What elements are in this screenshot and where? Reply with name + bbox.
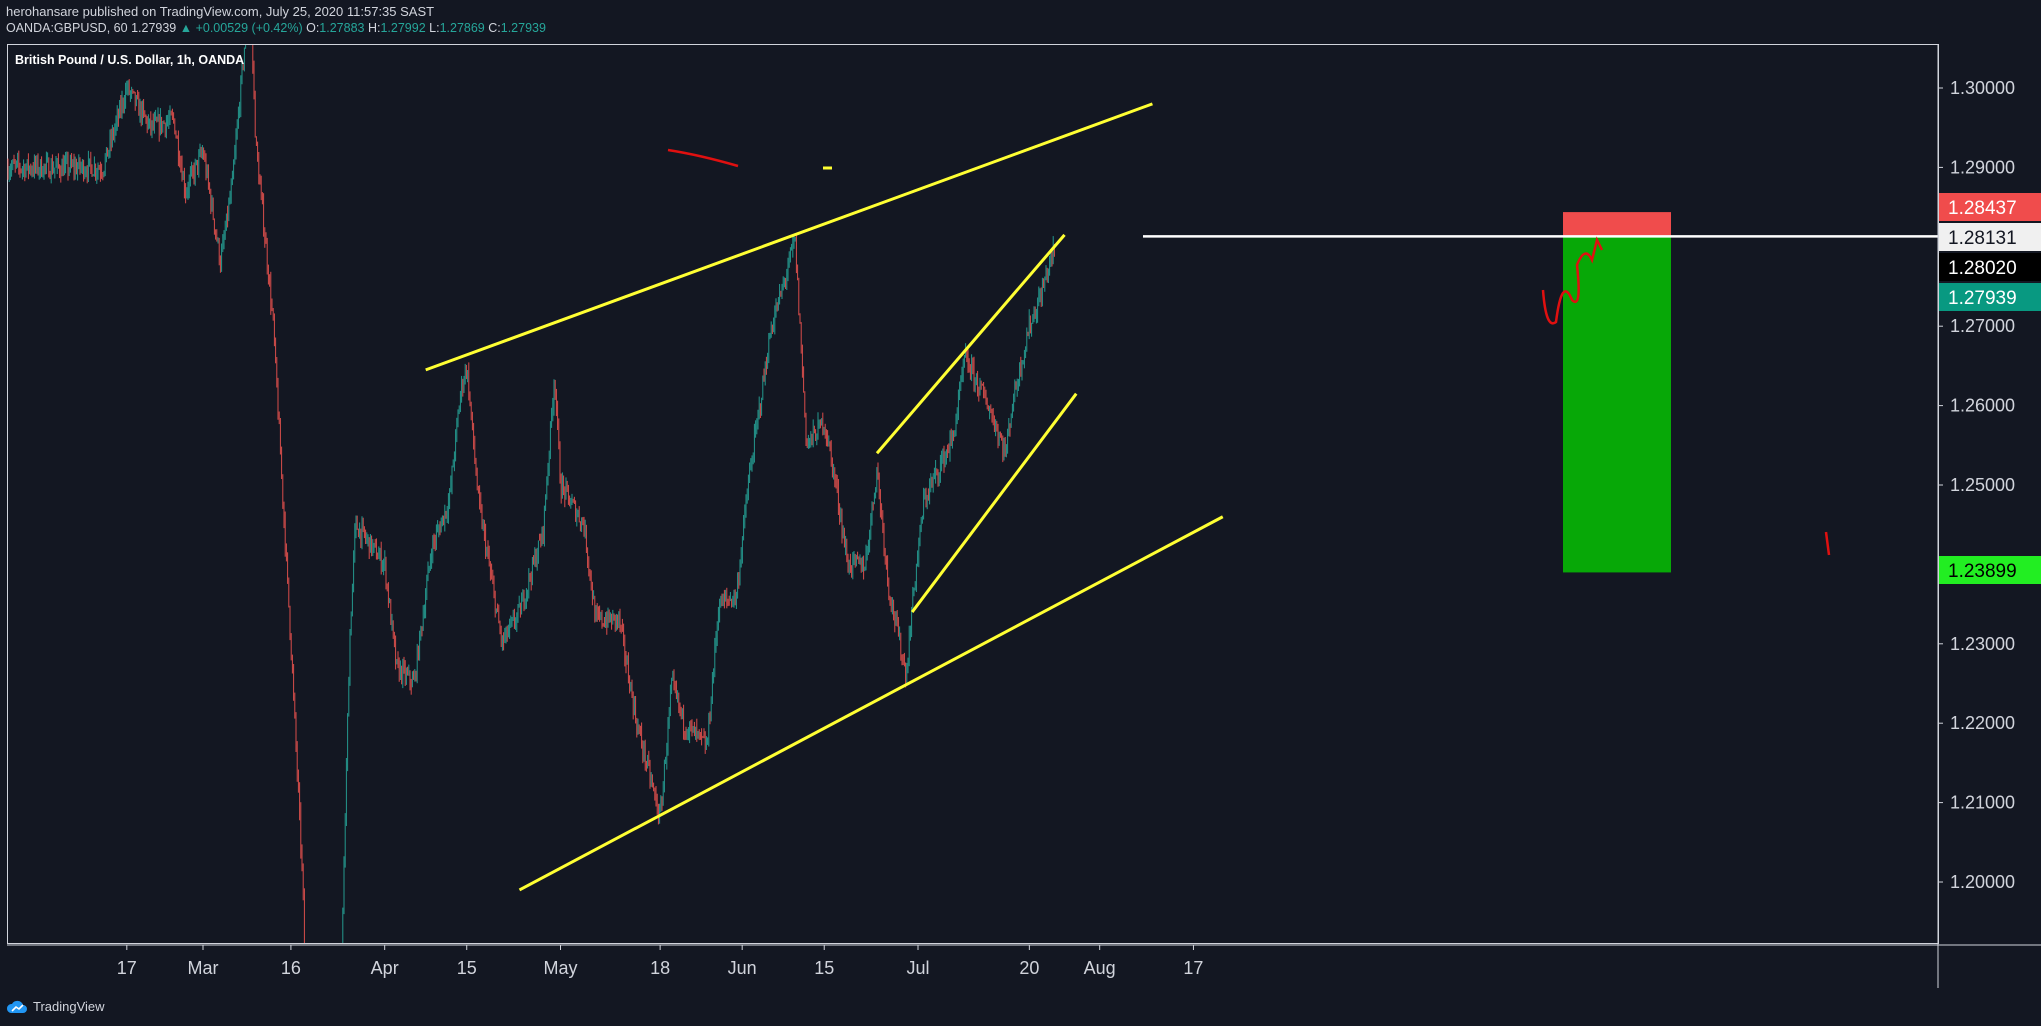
current-price-tag: 1.27939	[1948, 288, 2017, 309]
time-tick-label: 15	[457, 958, 477, 978]
time-tick-label: Aug	[1084, 958, 1116, 978]
time-tick-label: 17	[117, 958, 137, 978]
time-tick-label: Apr	[371, 958, 399, 978]
channel-lower-trendline	[518, 515, 1224, 892]
open-value: 1.27883	[319, 21, 365, 35]
stop-loss-zone	[1563, 212, 1671, 237]
symbol-interval: OANDA:GBPUSD, 60	[6, 21, 128, 35]
price-tick-label: 1.29000	[1950, 157, 2015, 177]
red-tick-mark	[1824, 531, 1831, 556]
price-axis: 1.20000 1.21000 1.22000 1.23000 1.25000 1.260…	[1938, 78, 2015, 892]
tradingview-logo[interactable]: TradingView	[6, 999, 105, 1014]
target-price-tag: 1.23899	[1948, 561, 2017, 582]
last-price: 1.27939	[131, 21, 177, 35]
trendlines-layer	[425, 102, 1938, 892]
publisher-line: herohansare published on TradingView.com…	[6, 4, 435, 19]
time-tick-label: May	[543, 958, 577, 978]
target-price-tag-bg	[1939, 556, 2041, 584]
wedge-lower-trendline	[910, 392, 1078, 613]
open-label: O:	[306, 21, 320, 35]
time-axis: 17 Mar 16 Apr 15 May 18 Jun 15 Jul 20 Aug 17	[117, 945, 1203, 978]
current-price-tag-bg	[1939, 283, 2041, 311]
cloud-icon	[6, 1000, 27, 1013]
take-profit-zone	[1563, 236, 1671, 573]
time-tick-label: Jun	[728, 958, 757, 978]
close-label: C:	[488, 21, 501, 35]
time-tick-label: 18	[650, 958, 670, 978]
resistance-price-tag-bg	[1939, 223, 2041, 251]
price-change: ▲ +0.00529 (+0.42%)	[179, 21, 303, 35]
time-tick-label: Jul	[906, 958, 929, 978]
red-stroke-mark	[667, 148, 739, 168]
price-tick-label: 1.21000	[1950, 793, 2015, 813]
stop-price-tag-bg	[1939, 193, 2041, 221]
price-tick-label: 1.22000	[1950, 713, 2015, 733]
time-tick-label: Mar	[188, 958, 219, 978]
price-tick-label: 1.23000	[1950, 634, 2015, 654]
price-tags: 1.28437 1.28131 1.28020 1.27939 1.23899	[1939, 193, 2041, 584]
close-value: 1.27939	[500, 21, 546, 35]
time-tick-label: 17	[1183, 958, 1203, 978]
candles-layer	[7, 45, 1055, 943]
resistance-price-tag: 1.28131	[1948, 228, 2017, 249]
ohlc-line: OANDA:GBPUSD, 60 1.27939 ▲ +0.00529 (+0.…	[6, 21, 546, 35]
low-value: 1.27869	[439, 21, 485, 35]
scribbles-layer	[667, 148, 1831, 556]
price-tick-label: 1.26000	[1950, 396, 2015, 416]
time-tick-label: 16	[281, 958, 301, 978]
high-value: 1.27992	[380, 21, 426, 35]
price-tick-label: 1.25000	[1950, 475, 2015, 495]
stop-price-tag: 1.28437	[1948, 198, 2017, 219]
price-tick-label: 1.27000	[1950, 316, 2015, 336]
crosshair-price-tag: 1.28020	[1948, 258, 2017, 279]
price-tick-label: 1.30000	[1950, 78, 2015, 98]
high-label: H:	[367, 21, 381, 35]
position-zones	[1563, 212, 1671, 573]
time-tick-label: 20	[1019, 958, 1039, 978]
brand-label: TradingView	[33, 999, 105, 1014]
channel-upper-trendline	[425, 102, 1153, 372]
crosshair-price-tag-bg	[1939, 253, 2041, 281]
low-label: L:	[429, 21, 440, 35]
time-tick-label: 15	[814, 958, 834, 978]
wedge-upper-trendline	[875, 233, 1066, 455]
red-projection-scribble	[1541, 236, 1604, 325]
price-tick-label: 1.20000	[1950, 872, 2015, 892]
chart-symbol-title: British Pound / U.S. Dollar, 1h, OANDA	[15, 53, 245, 67]
